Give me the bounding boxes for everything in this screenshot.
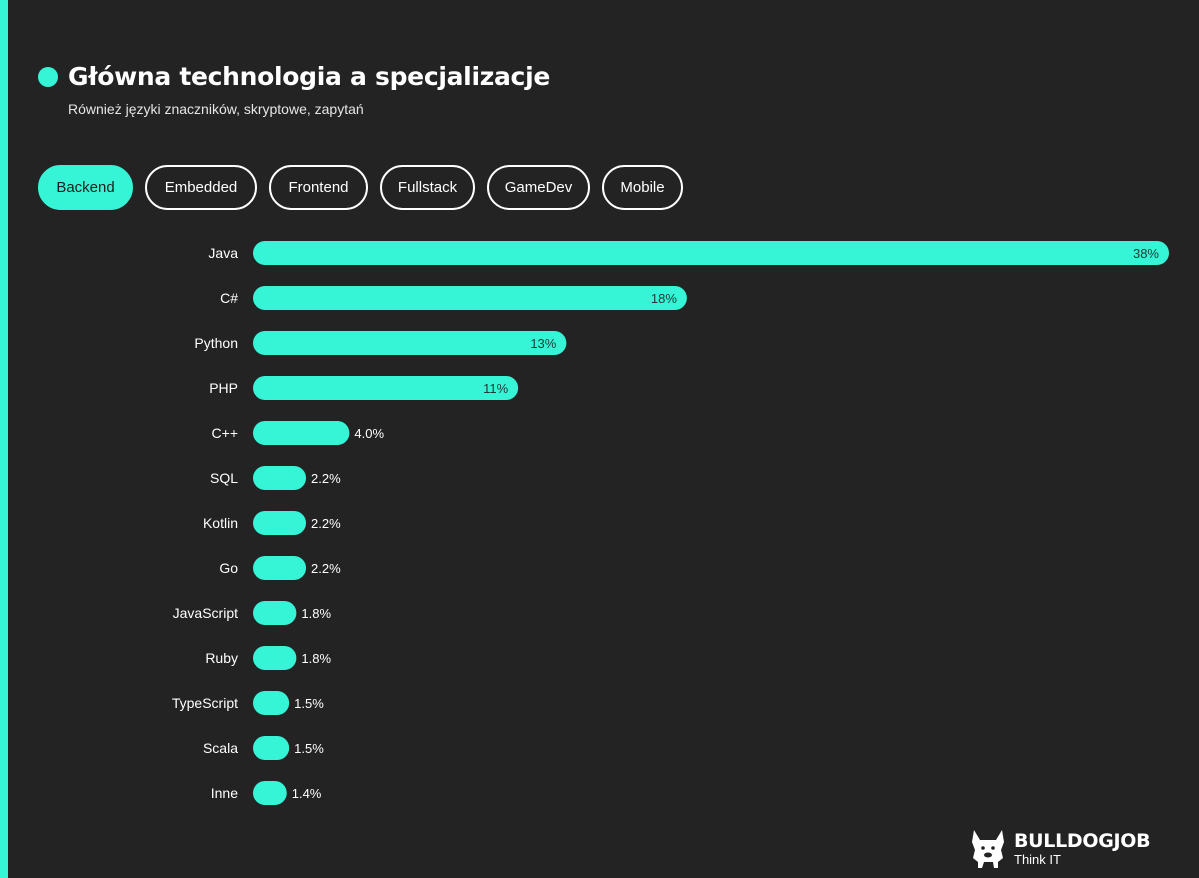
category-label: JavaScript	[173, 605, 238, 621]
category-label: Go	[219, 560, 238, 576]
value-label: 2.2%	[311, 561, 341, 576]
page-subtitle: Również języki znaczników, skryptowe, za…	[68, 101, 364, 117]
brand-name: BULLDOGJOB	[1014, 830, 1151, 852]
bar	[253, 466, 307, 490]
bulldog-icon	[972, 830, 1004, 868]
bar	[253, 421, 350, 445]
title-row: Główna technologia a specjalizacje	[38, 62, 550, 91]
category-label: SQL	[210, 470, 238, 486]
category-label: Java	[208, 245, 238, 261]
bar	[253, 376, 519, 400]
page-title: Główna technologia a specjalizacje	[68, 62, 550, 91]
bar	[253, 781, 287, 805]
bar	[253, 511, 307, 535]
tab-fullstack[interactable]: Fullstack	[380, 165, 475, 210]
tab-embedded[interactable]: Embedded	[145, 165, 257, 210]
bar	[253, 556, 307, 580]
value-label: 4.0%	[354, 426, 384, 441]
bar	[253, 691, 290, 715]
brand-logo: BULLDOGJOB Think IT	[968, 828, 1151, 870]
bar	[253, 286, 687, 310]
bar	[253, 736, 290, 760]
value-label: 38%	[1133, 246, 1159, 261]
bar	[253, 646, 297, 670]
category-label: C#	[220, 290, 238, 306]
tab-backend[interactable]: Backend	[38, 165, 133, 210]
bar-chart: Java 38% C# 18% Python 13% PHP 11% C++ 4.0% SQL 2.2…	[172, 241, 1169, 805]
accent-stripe	[0, 0, 8, 878]
category-label: Ruby	[205, 650, 238, 666]
value-label: 13%	[530, 336, 556, 351]
tab-mobile[interactable]: Mobile	[602, 165, 683, 210]
specialization-tabs: Backend Embedded Frontend Fullstack Game…	[38, 165, 695, 210]
category-label: Inne	[211, 785, 238, 801]
brand-text: BULLDOGJOB Think IT	[1014, 830, 1151, 867]
bar	[253, 241, 1169, 265]
tab-frontend[interactable]: Frontend	[269, 165, 368, 210]
category-label: C++	[212, 425, 238, 441]
category-label: Scala	[203, 740, 238, 756]
value-label: 2.2%	[311, 471, 341, 486]
tab-gamedev[interactable]: GameDev	[487, 165, 590, 210]
value-label: 1.8%	[301, 651, 331, 666]
bar	[253, 331, 567, 355]
value-label: 18%	[651, 291, 677, 306]
value-label: 1.5%	[294, 741, 324, 756]
value-label: 1.8%	[301, 606, 331, 621]
value-label: 1.5%	[294, 696, 324, 711]
bullet-dot-icon	[38, 66, 58, 87]
category-label: Kotlin	[203, 515, 238, 531]
category-label: Python	[194, 335, 238, 351]
brand-tagline: Think IT	[1014, 852, 1061, 867]
category-label: PHP	[209, 380, 238, 396]
category-label: TypeScript	[172, 695, 238, 711]
value-label: 11%	[483, 381, 508, 396]
value-label: 1.4%	[292, 786, 322, 801]
value-label: 2.2%	[311, 516, 341, 531]
bar	[253, 601, 297, 625]
